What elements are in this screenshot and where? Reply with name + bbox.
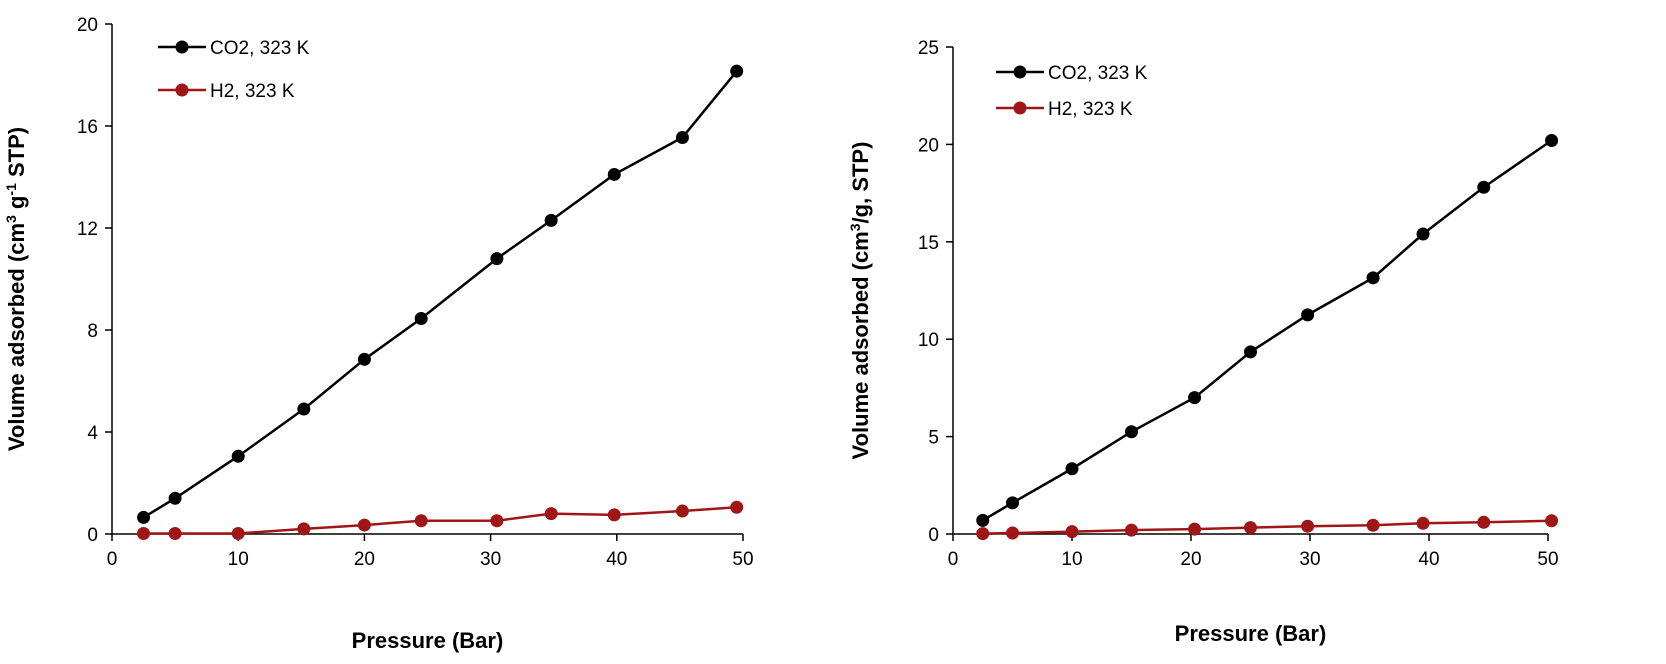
chart1-series-co2-point [607, 167, 621, 181]
chart1-x-tick-label: 40 [606, 549, 627, 570]
chart1-series-h2-point [490, 514, 504, 528]
chart1-y-tick-label: 16 [77, 117, 98, 138]
chart2-series-co2-point [1477, 180, 1491, 194]
chart2-x-tick-label: 20 [1180, 549, 1201, 570]
chart2-x-tick-label: 0 [948, 549, 959, 570]
chart2-y-axis-label: Volume adsorbed (cm3/g, STP) [847, 142, 873, 460]
chart1-series-h2-point [675, 504, 689, 518]
chart2-series-h2-point [1065, 525, 1079, 539]
chart2-series-co2-point [1545, 134, 1559, 148]
chart1-series-h2-point [231, 526, 245, 540]
chart1-series-co2-point [414, 312, 428, 326]
chart2-series-co2-point [976, 513, 990, 527]
chart1-series-h2-point [357, 518, 371, 532]
chart1-x-tick-label: 20 [354, 549, 375, 570]
chart1-series-h2-point [544, 507, 558, 521]
chart2-series-co2-point [1065, 462, 1079, 476]
chart2-x-tick-label: 50 [1537, 549, 1558, 570]
chart1-series-co2-point [168, 491, 182, 505]
chart1-y-axis-label: Volume adsorbed (cm3 g-1 STP) [3, 127, 29, 451]
chart1-series-h2-point [137, 526, 151, 540]
chart2-series-co2-point [1125, 425, 1138, 439]
chart2-legend-label: CO2, 323 K [1048, 63, 1148, 84]
chart2-x-axis-label: Pressure (Bar) [1175, 621, 1327, 646]
chart2-x-tick-label: 30 [1299, 549, 1320, 570]
chart1-series-co2-point [544, 213, 558, 227]
chart2-series-h2-point [1545, 514, 1559, 528]
chart1-legend-label: H2, 323 K [210, 81, 295, 102]
chart2-legend-marker [1013, 65, 1027, 79]
chart1-series-h2-point [607, 508, 621, 522]
chart1-series-h2-point [168, 526, 182, 540]
chart1-x-axis-label: Pressure (Bar) [352, 628, 504, 653]
chart1-series-co2-line [142, 70, 738, 519]
chart2-series-h2-point [1301, 519, 1315, 533]
chart2-legend-label: H2, 323 K [1048, 99, 1133, 120]
chart-2: 0 5 10 15 20 25 0 10 20 30 40 50 Pressure (Bar) Volum… [847, 38, 1559, 646]
chart1-x-tick-label: 50 [732, 549, 753, 570]
chart2-series-h2-point [1125, 523, 1138, 537]
chart1-y-tick-label: 8 [87, 321, 98, 342]
chart1-series-h2-point [414, 514, 428, 528]
chart2-series-h2-point [1188, 522, 1202, 536]
chart1-series-h2-line [143, 505, 737, 535]
chart1-series-co2-point [137, 510, 151, 524]
chart2-series-co2-point [1188, 391, 1202, 405]
chart1-y-tick-label: 20 [77, 15, 98, 36]
chart1-y-tick-label: 0 [87, 525, 98, 546]
chart2-series-co2-point [1244, 345, 1257, 359]
chart1-x-tick-label: 10 [228, 549, 249, 570]
chart2-series-co2-point [1301, 308, 1315, 322]
chart1-y-tick-label: 4 [87, 423, 98, 444]
chart1-x-tick-label: 30 [480, 549, 501, 570]
chart1-legend-marker [175, 40, 189, 54]
chart2-series-co2-point [1416, 227, 1430, 241]
chart2-series-h2-point [1416, 516, 1430, 530]
chart1-series-co2-point [675, 130, 689, 144]
chart1-series-co2-point [357, 352, 371, 366]
chart1-series-co2-point [231, 449, 245, 463]
chart2-series-h2-point [1477, 515, 1491, 529]
chart2-y-tick-label: 10 [918, 330, 939, 351]
chart1-legend-label: CO2, 323 K [210, 38, 310, 59]
chart2-x-tick-label: 40 [1418, 549, 1439, 570]
chart2-series-h2-point [976, 527, 990, 541]
chart2-legend-marker [1013, 101, 1027, 115]
chart1-series-h2-point [730, 500, 744, 514]
chart2-y-tick-label: 15 [918, 233, 939, 254]
chart1-legend-marker [175, 83, 189, 97]
chart2-series-co2-point [1366, 271, 1380, 285]
chart2-y-tick-label: 20 [918, 135, 939, 156]
chart1-series-h2-point [297, 522, 311, 536]
chart1-series-co2-point [730, 64, 744, 78]
chart2-series-h2-point [1006, 526, 1019, 540]
chart2-x-tick-label: 10 [1061, 549, 1082, 570]
chart1-series-co2-point [490, 252, 504, 266]
chart2-y-tick-label: 25 [918, 38, 939, 59]
chart-1: 0 4 8 12 16 20 0 10 20 30 40 50 Pressure (Bar) Volume… [3, 15, 754, 653]
chart1-x-tick-label: 0 [107, 549, 118, 570]
chart2-series-co2-point [1006, 496, 1019, 510]
chart2-series-co2-line [982, 139, 1553, 522]
chart1-y-tick-label: 12 [77, 219, 98, 240]
chart2-series-h2-point [1366, 518, 1380, 532]
chart2-y-tick-label: 5 [928, 428, 939, 449]
chart2-series-h2-point [1244, 521, 1257, 535]
chart1-series-co2-point [297, 402, 311, 416]
chart2-y-tick-label: 0 [928, 525, 939, 546]
